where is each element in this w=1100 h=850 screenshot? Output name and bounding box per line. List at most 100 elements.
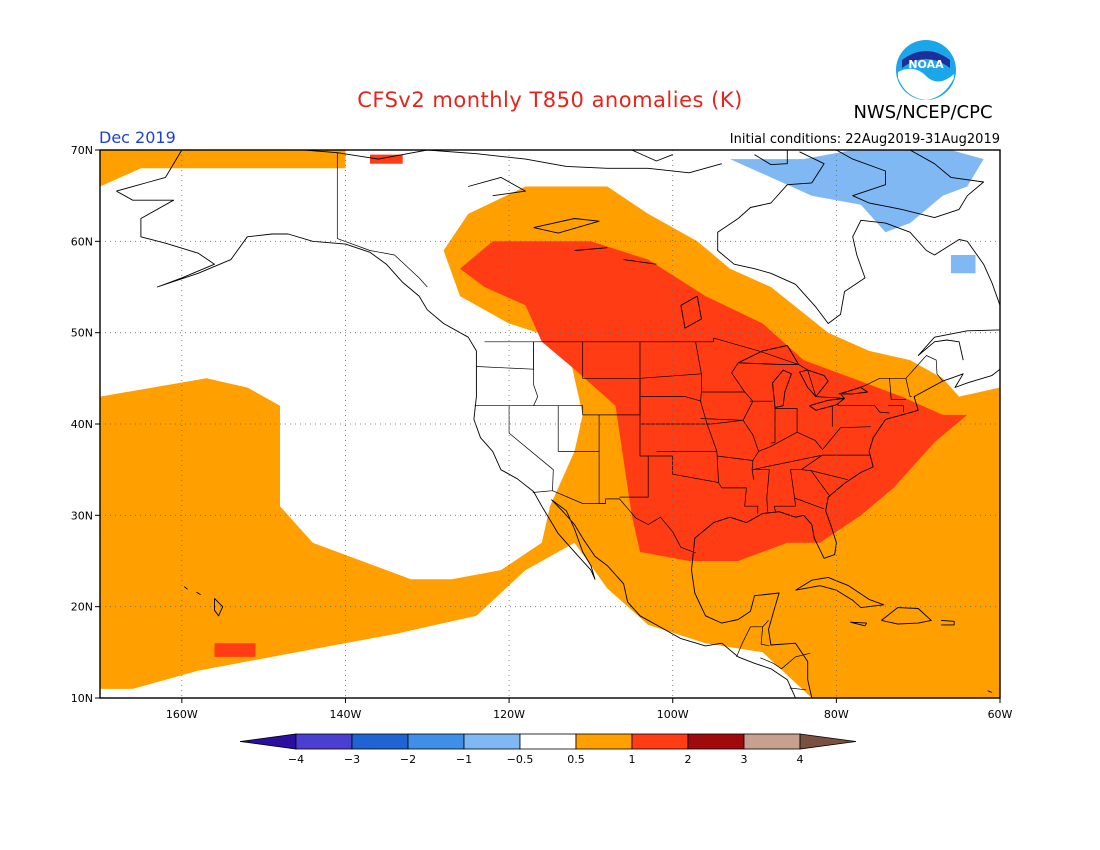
political-border xyxy=(736,620,769,658)
colorbar-label: 2 xyxy=(685,753,692,766)
initial-conditions: Initial conditions: 22Aug2019-31Aug2019 xyxy=(729,132,1000,147)
anomaly-region-2 xyxy=(460,241,968,562)
colorbar-label: −1 xyxy=(456,753,472,766)
coastline-layer xyxy=(116,150,1000,698)
political-border xyxy=(760,652,811,670)
political-border xyxy=(751,460,770,512)
colorbar-bin xyxy=(631,733,689,750)
logo-text: NOAA xyxy=(908,58,944,71)
lat-tick-label: 70N xyxy=(71,144,93,157)
colorbar-bin xyxy=(687,733,745,750)
political-border xyxy=(701,362,746,393)
political-border xyxy=(533,341,539,406)
coastline-segment xyxy=(184,586,188,590)
colorbar-bin xyxy=(407,733,465,750)
political-border xyxy=(476,341,534,370)
colorbar-bin xyxy=(463,733,521,750)
political-border xyxy=(508,405,554,491)
coastline-segment xyxy=(941,619,955,626)
coastline-segment xyxy=(809,397,845,411)
coastline-segment xyxy=(214,598,224,617)
anomaly-map: 70N 60N 50N 40N 30N 20N 10N 160W 140W 120W 100W 80W… xyxy=(71,144,1013,720)
axis-ticks: 70N 60N 50N 40N 30N 20N 10N 160W 140W 120W 100W 80W… xyxy=(71,144,1013,720)
colorbar-bin xyxy=(799,733,857,750)
anomaly-region-0 xyxy=(100,186,1000,698)
anomaly-region-4 xyxy=(370,154,403,164)
anomaly-fill-layer xyxy=(100,150,1000,698)
coastline-segment xyxy=(680,295,702,329)
lat-tick-label: 50N xyxy=(71,327,93,340)
lat-tick-label: 10N xyxy=(71,692,93,705)
coastline-segment xyxy=(116,150,722,192)
coastline-segment xyxy=(691,368,1000,698)
anomaly-region-6 xyxy=(950,255,976,274)
agency-credit: NWS/NCEP/CPC xyxy=(853,102,993,123)
political-border xyxy=(474,377,641,416)
valid-month: Dec 2019 xyxy=(99,128,176,147)
political-border xyxy=(639,373,723,489)
coastline-segment xyxy=(468,176,526,197)
lat-tick-label: 30N xyxy=(71,509,93,522)
political-border xyxy=(532,490,696,554)
chart-title: CFSv2 monthly T850 anomalies (K) xyxy=(357,88,743,112)
coastline-segment xyxy=(196,591,201,596)
coastline-segment xyxy=(917,329,1000,361)
political-border xyxy=(336,152,428,288)
colorbar-label: −4 xyxy=(288,753,304,766)
political-border xyxy=(889,378,906,400)
coastline-segment xyxy=(850,621,868,627)
colorbar-label: −0.5 xyxy=(507,753,534,766)
coastline-segment xyxy=(754,150,788,166)
colorbar-label: 1 xyxy=(629,753,636,766)
lon-tick-label: 80W xyxy=(824,708,849,720)
anomaly-region-5 xyxy=(730,150,984,233)
political-border xyxy=(773,469,796,513)
lon-tick-label: 140W xyxy=(330,708,362,720)
political-border xyxy=(758,426,871,452)
political-border xyxy=(640,396,702,402)
political-border xyxy=(770,407,776,444)
coastline-segment xyxy=(738,345,800,366)
coastline-segment xyxy=(717,151,1000,324)
political-border xyxy=(700,391,754,421)
lon-tick-label: 100W xyxy=(657,708,689,720)
political-border xyxy=(751,469,755,480)
political-border xyxy=(838,405,890,414)
lat-lon-grid xyxy=(100,150,1000,698)
political-border xyxy=(484,337,943,399)
coastline-segment xyxy=(772,369,792,409)
noaa-logo: NOAA xyxy=(895,39,957,101)
colorbar-bin xyxy=(239,733,297,750)
political-border xyxy=(789,687,807,691)
political-border xyxy=(790,469,831,497)
coastline-segment xyxy=(116,190,796,698)
lon-tick-label: 60W xyxy=(988,708,1013,720)
lon-tick-label: 120W xyxy=(493,708,525,720)
colorbar-label: 3 xyxy=(741,753,748,766)
anomaly-region-1 xyxy=(100,150,346,187)
political-border xyxy=(557,405,600,504)
colorbar-label: 0.5 xyxy=(567,753,585,766)
political-border xyxy=(810,470,848,481)
lat-tick-label: 20N xyxy=(71,601,93,614)
lon-tick-label: 160W xyxy=(166,708,198,720)
coastline-segment xyxy=(795,576,885,609)
colorbar-bin xyxy=(519,733,577,750)
coastline-segment xyxy=(836,150,985,219)
lat-tick-label: 40N xyxy=(71,418,93,431)
colorbar-bin xyxy=(575,733,633,750)
political-border xyxy=(887,405,904,413)
colorbar-bin xyxy=(295,733,353,750)
political-border xyxy=(794,497,825,510)
coastline-segment xyxy=(987,690,992,693)
colorbar-bin xyxy=(743,733,801,750)
coastline-segment xyxy=(533,218,600,234)
coastline-segment xyxy=(631,150,673,162)
coastline-segment xyxy=(881,607,932,625)
coastline-segment xyxy=(623,259,657,265)
political-border xyxy=(721,487,759,514)
colorbar-label: 4 xyxy=(797,753,804,766)
coastline-segment xyxy=(574,247,608,251)
political-border xyxy=(905,378,912,397)
colorbar-label: −2 xyxy=(400,753,416,766)
